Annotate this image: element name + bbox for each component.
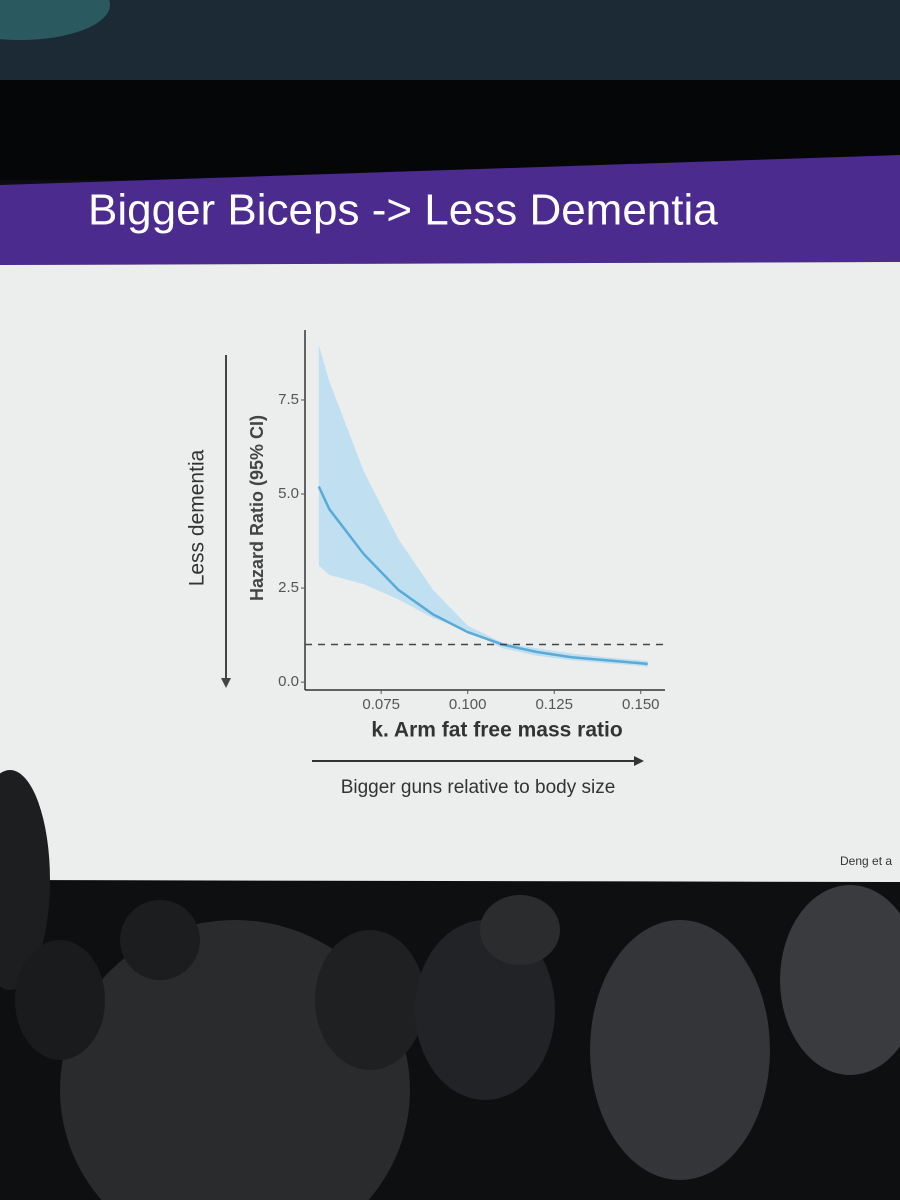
head [0,770,50,990]
annotation: Bigger guns relative to body size [341,777,616,798]
slide-title: Bigger Biceps -> Less Dementia [88,186,718,235]
x-tick-label: 0.125 [535,696,573,713]
arrow-head [634,756,644,766]
arrow-head [221,678,231,688]
head [780,885,900,1075]
ceiling-light [0,0,110,40]
source: Deng et a [840,854,892,868]
head [590,920,770,1180]
y-tick-label: 2.5 [278,579,299,596]
annotation: Less dementia [186,449,209,586]
y-axis-label: Hazard Ratio (95% CI) [247,415,267,601]
hazard-line [317,485,648,666]
x-axis-label: k. Arm fat free mass ratio [371,719,622,742]
x-tick-label: 0.150 [622,696,660,713]
y-tick-label: 0.0 [278,673,299,690]
x-tick-label: 0.075 [362,696,400,713]
ci-band [318,345,648,668]
audience [0,770,900,1200]
x-tick-label: 0.100 [449,696,487,713]
head [15,940,105,1060]
title-bar [0,155,900,265]
y-tick-label: 7.5 [278,391,299,408]
head [315,930,425,1070]
ceiling [0,0,900,80]
head [120,900,200,980]
y-tick-label: 5.0 [278,485,299,502]
head [480,895,560,965]
